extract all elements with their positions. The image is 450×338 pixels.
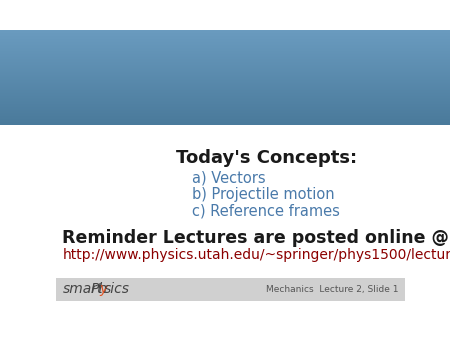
Text: Mechanics  Lecture 2, Slide 1: Mechanics Lecture 2, Slide 1 <box>266 285 399 294</box>
Text: Lecture 2-Two-dimensional Kinematics: Lecture 2-Two-dimensional Kinematics <box>20 105 441 124</box>
Text: b) Projectile motion: b) Projectile motion <box>192 187 334 202</box>
Bar <box>56 278 405 301</box>
Text: y: y <box>99 282 107 296</box>
Text: Today's Concepts:: Today's Concepts: <box>176 149 357 167</box>
Text: c) Reference frames: c) Reference frames <box>192 204 340 219</box>
Text: sics: sics <box>104 282 130 296</box>
Text: Ph: Ph <box>90 282 108 296</box>
Text: Classical Mechanics: Classical Mechanics <box>114 83 347 103</box>
Text: a) Vectors: a) Vectors <box>192 170 266 185</box>
Bar <box>56 41 405 64</box>
Text: Reminder Lectures are posted online @: Reminder Lectures are posted online @ <box>63 229 449 247</box>
Text: http://www.physics.utah.edu/~springer/phys1500/lectures.html: http://www.physics.utah.edu/~springer/ph… <box>63 248 450 262</box>
Text: smart: smart <box>63 282 103 296</box>
